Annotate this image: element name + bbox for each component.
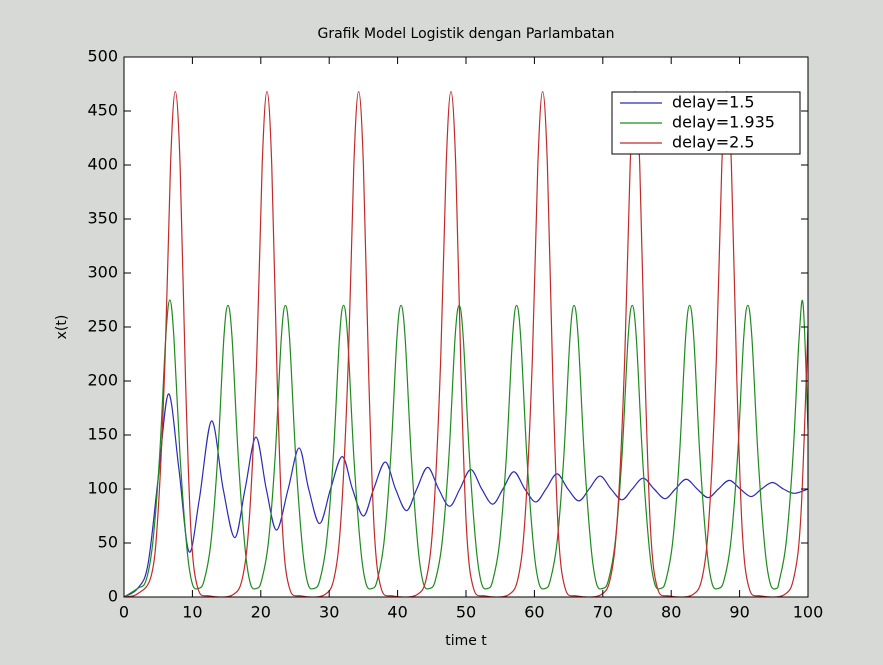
- y-tick-label: 200: [87, 371, 118, 390]
- chart-title: Grafik Model Logistik dengan Parlambatan: [318, 26, 615, 42]
- y-tick-label: 0: [108, 587, 118, 606]
- y-tick-label: 400: [87, 155, 118, 174]
- x-axis-label: time t: [445, 633, 487, 649]
- y-tick-label: 100: [87, 479, 118, 498]
- legend-label: delay=1.5: [672, 93, 755, 112]
- y-axis-label: x(t): [54, 315, 70, 340]
- y-tick-label: 150: [87, 425, 118, 444]
- y-tick-label: 250: [87, 317, 118, 336]
- x-tick-label: 10: [182, 603, 202, 622]
- legend-label: delay=2.5: [672, 133, 755, 152]
- legend-label: delay=1.935: [672, 113, 775, 132]
- x-tick-label: 0: [119, 603, 129, 622]
- x-tick-label: 40: [387, 603, 407, 622]
- series-line: [124, 393, 808, 597]
- x-tick-label: 20: [251, 603, 271, 622]
- x-tick-label: 70: [593, 603, 613, 622]
- y-tick-label: 300: [87, 263, 118, 282]
- x-tick-label: 30: [319, 603, 339, 622]
- y-tick-label: 500: [87, 47, 118, 66]
- x-tick-label: 60: [524, 603, 544, 622]
- plot: [124, 90, 808, 597]
- series-line: [124, 299, 808, 597]
- y-tick-label: 450: [87, 101, 118, 120]
- x-tick-label: 50: [456, 603, 476, 622]
- x-tick-label: 100: [793, 603, 824, 622]
- y-tick-label: 350: [87, 209, 118, 228]
- y-tick-label: 50: [98, 533, 118, 552]
- series-line: [124, 90, 808, 597]
- x-tick-label: 90: [729, 603, 749, 622]
- x-tick-label: 80: [661, 603, 681, 622]
